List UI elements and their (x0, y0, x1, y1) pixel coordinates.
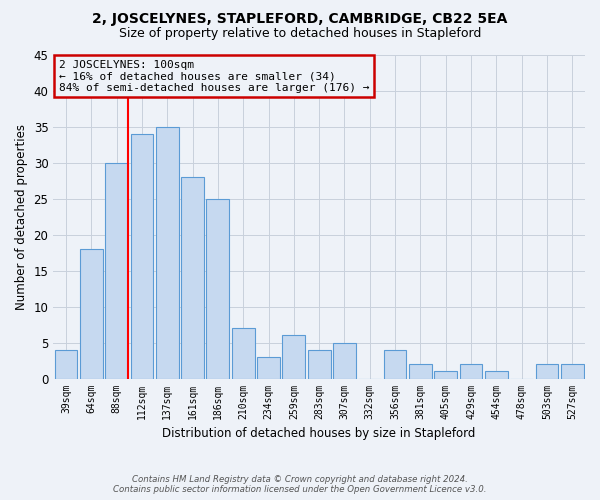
Bar (308, 350, 331, 378)
Text: 2 JOSCELYNES: 100sqm
← 16% of detached houses are smaller (34)
84% of semi-detac: 2 JOSCELYNES: 100sqm ← 16% of detached h… (59, 60, 369, 93)
Bar (156, 127, 179, 378)
Text: 2, JOSCELYNES, STAPLEFORD, CAMBRIDGE, CB22 5EA: 2, JOSCELYNES, STAPLEFORD, CAMBRIDGE, CB… (92, 12, 508, 26)
Bar (206, 199, 229, 378)
Y-axis label: Number of detached properties: Number of detached properties (15, 124, 28, 310)
Bar (561, 364, 584, 378)
Bar (80, 249, 103, 378)
Bar (55, 350, 77, 378)
Bar (105, 163, 128, 378)
Bar (232, 328, 254, 378)
Bar (536, 364, 559, 378)
Bar (384, 350, 406, 378)
Bar (333, 342, 356, 378)
Bar (434, 372, 457, 378)
Bar (283, 336, 305, 378)
Text: Size of property relative to detached houses in Stapleford: Size of property relative to detached ho… (119, 28, 481, 40)
Bar (485, 372, 508, 378)
Bar (460, 364, 482, 378)
Bar (131, 134, 154, 378)
Text: Contains HM Land Registry data © Crown copyright and database right 2024.
Contai: Contains HM Land Registry data © Crown c… (113, 474, 487, 494)
Bar (257, 357, 280, 378)
Bar (409, 364, 432, 378)
Bar (181, 177, 204, 378)
X-axis label: Distribution of detached houses by size in Stapleford: Distribution of detached houses by size … (163, 427, 476, 440)
